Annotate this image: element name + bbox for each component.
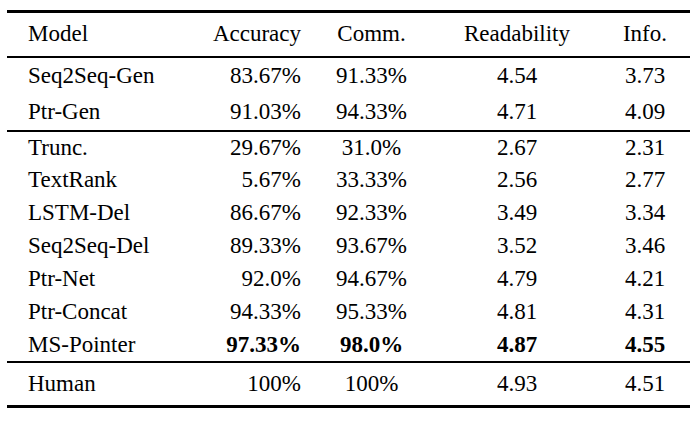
cell-model: Human: [7, 362, 197, 407]
cell-info: 4.55: [600, 329, 690, 362]
cell-info: 4.31: [600, 296, 690, 329]
cell-readability: 3.52: [434, 230, 600, 263]
table-row: Ptr-Concat 94.33% 95.33% 4.81 4.31: [7, 296, 690, 329]
cell-readability: 2.67: [434, 131, 600, 164]
cell-readability: 2.56: [434, 164, 600, 197]
group-human: Human 100% 100% 4.93 4.51: [7, 362, 690, 407]
column-header-readability: Readability: [434, 12, 600, 57]
cell-accuracy: 89.33%: [197, 230, 309, 263]
cell-model: LSTM-Del: [7, 197, 197, 230]
table-row: Seq2Seq-Gen 83.67% 91.33% 4.54 3.73: [7, 57, 690, 94]
cell-readability: 4.79: [434, 263, 600, 296]
cell-accuracy: 91.03%: [197, 94, 309, 131]
cell-readability: 4.54: [434, 57, 600, 94]
column-header-info: Info.: [600, 12, 690, 57]
cell-readability: 4.81: [434, 296, 600, 329]
cell-info: 4.21: [600, 263, 690, 296]
cell-model: Seq2Seq-Del: [7, 230, 197, 263]
table-row: Ptr-Net 92.0% 94.67% 4.79 4.21: [7, 263, 690, 296]
cell-accuracy: 92.0%: [197, 263, 309, 296]
cell-comm: 93.67%: [309, 230, 434, 263]
cell-accuracy: 83.67%: [197, 57, 309, 94]
results-table: Model Accuracy Comm. Readability Info. S…: [7, 10, 690, 408]
group-baseline-models: Trunc. 29.67% 31.0% 2.67 2.31 TextRank 5…: [7, 131, 690, 362]
cell-readability: 4.71: [434, 94, 600, 131]
cell-model: Seq2Seq-Gen: [7, 57, 197, 94]
page: { "colors": { "text": "#000000", "backgr…: [0, 0, 698, 422]
column-header-comm: Comm.: [309, 12, 434, 57]
cell-model: Ptr-Concat: [7, 296, 197, 329]
cell-comm: 33.33%: [309, 164, 434, 197]
table-header: Model Accuracy Comm. Readability Info.: [7, 12, 690, 57]
cell-model: MS-Pointer: [7, 329, 197, 362]
cell-readability: 4.87: [434, 329, 600, 362]
table-row: LSTM-Del 86.67% 92.33% 3.49 3.34: [7, 197, 690, 230]
column-header-model: Model: [7, 12, 197, 57]
cell-comm: 91.33%: [309, 57, 434, 94]
cell-model: TextRank: [7, 164, 197, 197]
table-row: Ptr-Gen 91.03% 94.33% 4.71 4.09: [7, 94, 690, 131]
cell-comm: 98.0%: [309, 329, 434, 362]
cell-comm: 92.33%: [309, 197, 434, 230]
cell-info: 2.31: [600, 131, 690, 164]
cell-info: 3.46: [600, 230, 690, 263]
column-header-accuracy: Accuracy: [197, 12, 309, 57]
cell-comm: 100%: [309, 362, 434, 407]
cell-comm: 94.33%: [309, 94, 434, 131]
group-generation-models: Seq2Seq-Gen 83.67% 91.33% 4.54 3.73 Ptr-…: [7, 57, 690, 131]
cell-accuracy: 100%: [197, 362, 309, 407]
cell-comm: 94.67%: [309, 263, 434, 296]
cell-readability: 4.93: [434, 362, 600, 407]
cell-comm: 31.0%: [309, 131, 434, 164]
cell-info: 4.09: [600, 94, 690, 131]
cell-model: Trunc.: [7, 131, 197, 164]
cell-info: 4.51: [600, 362, 690, 407]
cell-model: Ptr-Gen: [7, 94, 197, 131]
cell-info: 3.34: [600, 197, 690, 230]
table-row: Human 100% 100% 4.93 4.51: [7, 362, 690, 407]
cell-comm: 95.33%: [309, 296, 434, 329]
cell-info: 2.77: [600, 164, 690, 197]
cell-accuracy: 5.67%: [197, 164, 309, 197]
cell-accuracy: 97.33%: [197, 329, 309, 362]
cell-accuracy: 94.33%: [197, 296, 309, 329]
cell-readability: 3.49: [434, 197, 600, 230]
table-row: Seq2Seq-Del 89.33% 93.67% 3.52 3.46: [7, 230, 690, 263]
table-row-best-model: MS-Pointer 97.33% 98.0% 4.87 4.55: [7, 329, 690, 362]
cell-accuracy: 86.67%: [197, 197, 309, 230]
header-row: Model Accuracy Comm. Readability Info.: [7, 12, 690, 57]
cell-model: Ptr-Net: [7, 263, 197, 296]
cell-accuracy: 29.67%: [197, 131, 309, 164]
table-row: TextRank 5.67% 33.33% 2.56 2.77: [7, 164, 690, 197]
cell-info: 3.73: [600, 57, 690, 94]
table-row: Trunc. 29.67% 31.0% 2.67 2.31: [7, 131, 690, 164]
